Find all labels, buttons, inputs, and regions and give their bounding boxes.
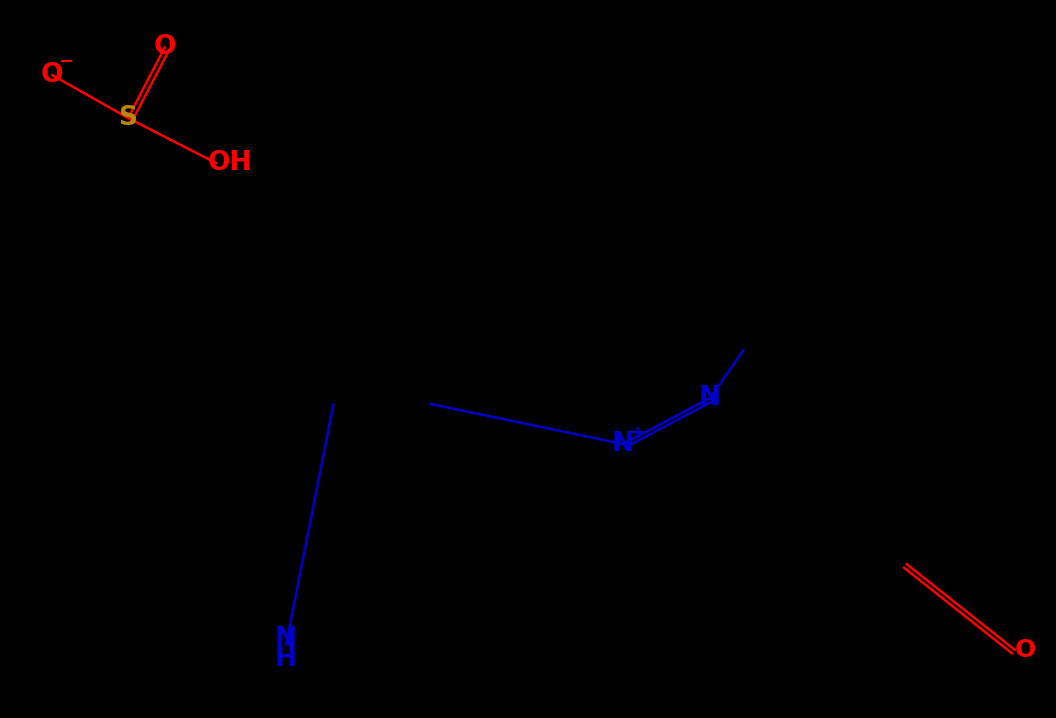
Text: H: H (275, 646, 297, 672)
Text: N: N (699, 385, 721, 411)
Text: +: + (629, 424, 644, 442)
Text: S: S (118, 105, 137, 131)
Text: N: N (275, 626, 297, 652)
Text: O: O (41, 62, 63, 88)
Text: −: − (58, 53, 74, 71)
Text: N: N (612, 431, 634, 457)
Text: OH: OH (208, 150, 252, 176)
Text: O: O (1015, 638, 1036, 662)
Text: O: O (154, 34, 176, 60)
